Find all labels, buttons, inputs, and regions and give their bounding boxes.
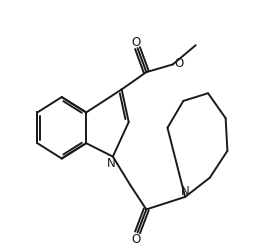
Text: N: N	[107, 157, 116, 170]
Text: O: O	[131, 36, 140, 49]
Text: N: N	[181, 184, 189, 198]
Text: O: O	[174, 57, 183, 70]
Text: O: O	[131, 233, 140, 246]
